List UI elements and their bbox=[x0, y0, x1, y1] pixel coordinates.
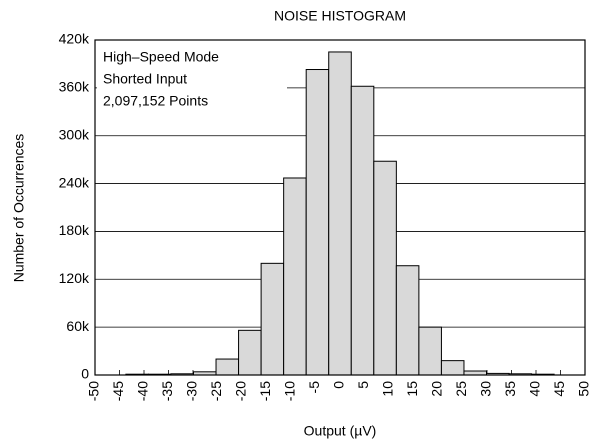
x-tick-label: 35 bbox=[502, 381, 518, 397]
bar bbox=[418, 326, 442, 376]
bar bbox=[305, 69, 330, 376]
x-tick-label: 25 bbox=[453, 381, 469, 397]
y-tick-label: 360k bbox=[59, 79, 90, 95]
chart-title: NOISE HISTOGRAM bbox=[274, 8, 406, 24]
y-tick-label: 60k bbox=[66, 318, 90, 334]
x-tick-label: -50 bbox=[86, 381, 102, 401]
x-tick-label: -45 bbox=[110, 381, 126, 401]
bar bbox=[440, 360, 465, 376]
x-tick-label: 40 bbox=[527, 381, 543, 397]
x-tick-label: 20 bbox=[429, 381, 445, 397]
y-tick-label: 240k bbox=[59, 174, 90, 190]
y-tick-label: 120k bbox=[59, 270, 90, 286]
annotation: Shorted Input bbox=[103, 71, 187, 87]
y-axis-label: Number of Occurrences bbox=[11, 134, 27, 283]
x-axis-label: Output (µV) bbox=[304, 423, 377, 439]
annotation: High–Speed Mode bbox=[103, 49, 219, 65]
bar bbox=[283, 177, 307, 376]
y-tick-label: 420k bbox=[59, 31, 90, 47]
plot-frame bbox=[94, 39, 586, 376]
x-tick-label: 0 bbox=[331, 381, 347, 389]
x-tick-label: 15 bbox=[404, 381, 420, 397]
x-tick-label: -15 bbox=[257, 381, 273, 401]
x-tick-label: 10 bbox=[380, 381, 396, 397]
x-tick-label: 30 bbox=[478, 381, 494, 397]
x-tick-label: -10 bbox=[282, 381, 298, 401]
x-tick-label: -25 bbox=[208, 381, 224, 401]
x-tick-label: -40 bbox=[135, 381, 151, 401]
bar bbox=[260, 262, 285, 376]
y-tick-label: 180k bbox=[59, 222, 90, 238]
annotation-background bbox=[97, 42, 287, 124]
bar bbox=[350, 85, 375, 376]
bar bbox=[373, 160, 397, 376]
bar bbox=[238, 329, 262, 376]
y-tick-label: 300k bbox=[59, 126, 90, 142]
annotation: 2,097,152 Points bbox=[103, 93, 208, 109]
x-tick-label: -5 bbox=[306, 381, 322, 394]
x-tick-label: -35 bbox=[159, 381, 175, 401]
y-tick-label: 0 bbox=[81, 366, 89, 382]
bar bbox=[215, 358, 240, 376]
x-tick-label: 45 bbox=[551, 381, 567, 397]
x-tick-label: 5 bbox=[355, 381, 371, 389]
bar bbox=[395, 265, 420, 376]
x-tick-label: -30 bbox=[184, 381, 200, 401]
x-tick-label: -20 bbox=[233, 381, 249, 401]
bar bbox=[328, 51, 352, 376]
x-tick-label: 50 bbox=[576, 381, 592, 397]
